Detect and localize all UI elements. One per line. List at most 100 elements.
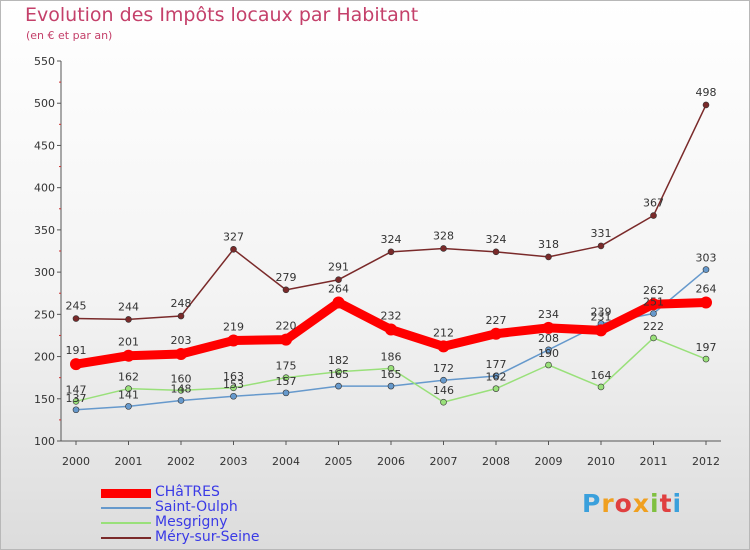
data-label: 212 <box>433 326 454 339</box>
y-tick-label: 200 <box>34 351 55 364</box>
series-point <box>335 368 342 376</box>
data-label: 190 <box>538 347 559 360</box>
series-point <box>72 406 80 414</box>
data-label: 137 <box>66 392 87 405</box>
series-point <box>72 398 80 405</box>
data-label: 172 <box>433 362 454 375</box>
data-label: 318 <box>538 238 559 251</box>
data-label: 264 <box>696 283 717 296</box>
y-tick-label: 300 <box>34 266 55 279</box>
series-point <box>230 384 237 392</box>
x-tick-label: 2005 <box>325 455 353 468</box>
y-tick-label: 150 <box>34 393 55 406</box>
series-point <box>647 298 660 311</box>
data-label: 219 <box>223 321 244 334</box>
data-label: 162 <box>118 371 139 384</box>
series-point <box>227 334 240 347</box>
series-point <box>492 385 500 392</box>
series-point <box>650 212 657 219</box>
data-label: 327 <box>223 230 244 243</box>
y-tick-label: 500 <box>34 97 55 110</box>
legend-swatch <box>101 488 151 498</box>
data-label: 222 <box>643 320 664 333</box>
series-line-3 <box>75 104 707 321</box>
x-tick-label: 2010 <box>587 455 615 468</box>
data-label: 331 <box>591 227 612 240</box>
data-label: 153 <box>223 378 244 391</box>
x-tick-label: 2011 <box>640 455 668 468</box>
series-point <box>437 340 450 353</box>
logo-letter: i <box>672 489 683 518</box>
data-label: 175 <box>276 360 297 373</box>
series-point <box>490 327 502 340</box>
series-point <box>230 392 237 400</box>
series-point <box>387 248 395 256</box>
series-point <box>492 248 500 256</box>
series-point <box>177 387 185 394</box>
data-label: 160 <box>171 372 192 385</box>
legend-label: CHâTRES <box>155 484 220 500</box>
data-label: 239 <box>591 306 612 319</box>
chart-subtitle: (en € et par an) <box>26 29 113 42</box>
y-tick-label: 550 <box>34 55 55 68</box>
series-point <box>597 383 605 391</box>
data-label: 248 <box>171 297 192 310</box>
data-label: 163 <box>223 370 244 383</box>
x-tick-label: 2009 <box>535 455 563 468</box>
series-point <box>700 296 712 309</box>
logo-letter: r <box>601 489 615 518</box>
data-label: 203 <box>171 334 192 347</box>
series-point <box>335 382 342 390</box>
y-tick-label: 250 <box>34 308 55 321</box>
series-point <box>70 358 82 371</box>
data-label: 165 <box>328 368 349 381</box>
series-point <box>332 296 345 309</box>
data-label: 147 <box>66 383 87 396</box>
legend-label: Méry-sur-Seine <box>155 529 260 545</box>
series-point <box>650 334 657 342</box>
y-tick-label: 400 <box>34 182 55 195</box>
y-tick-label: 100 <box>34 435 55 448</box>
series-point <box>650 310 657 317</box>
data-label: 367 <box>643 197 664 210</box>
data-label: 186 <box>381 350 402 363</box>
data-label: 303 <box>696 252 717 265</box>
series-point <box>175 348 187 361</box>
data-label: 182 <box>328 354 349 367</box>
series-point <box>440 376 447 384</box>
legend-label: Saint-Oulph <box>155 499 238 515</box>
data-label: 234 <box>538 308 559 321</box>
proxiti-logo: Proxiti <box>582 489 682 518</box>
series-point <box>545 253 552 261</box>
x-tick-label: 2008 <box>482 455 510 468</box>
data-label: 162 <box>486 371 507 384</box>
y-tick-label: 350 <box>34 224 55 237</box>
series-point <box>282 389 290 397</box>
series-point <box>125 403 132 410</box>
data-label: 324 <box>381 233 402 246</box>
logo-letter: P <box>582 489 602 518</box>
data-label: 232 <box>381 310 402 323</box>
series-point <box>335 276 342 284</box>
data-label: 264 <box>328 283 349 296</box>
logo-letter: x <box>632 489 650 518</box>
x-tick-label: 2007 <box>430 455 458 468</box>
data-label: 157 <box>276 375 297 388</box>
series-point <box>282 286 290 294</box>
data-label: 279 <box>276 271 297 284</box>
data-label: 148 <box>171 382 192 395</box>
series-point <box>597 242 605 250</box>
series-point <box>387 382 395 390</box>
data-label: 245 <box>66 300 87 313</box>
x-tick-label: 2001 <box>115 455 143 468</box>
data-label: 177 <box>486 358 507 371</box>
data-label: 231 <box>591 310 612 323</box>
series-point <box>177 312 185 320</box>
series-point <box>125 316 132 323</box>
logo-letter: i <box>650 489 660 518</box>
x-tick-label: 2003 <box>220 455 248 468</box>
data-label: 220 <box>276 320 297 333</box>
series-point <box>122 349 135 362</box>
